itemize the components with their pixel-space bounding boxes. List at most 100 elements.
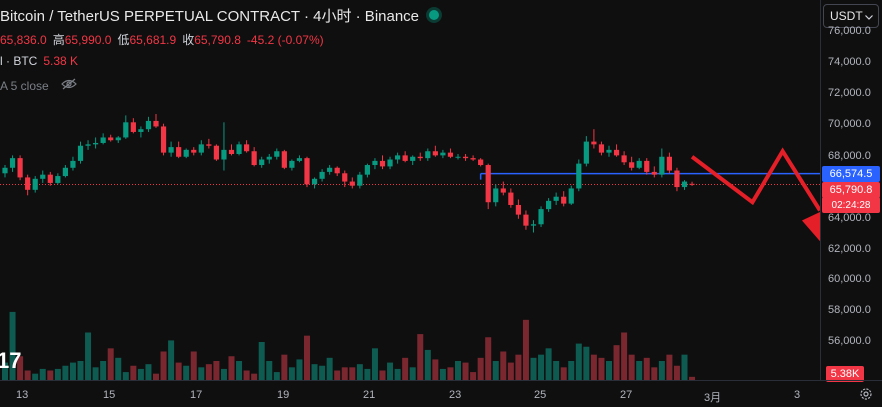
candle-body [689,183,695,185]
candle-body [485,165,491,203]
candle-body [17,158,23,178]
volume-bar [356,364,363,380]
candle-body [379,160,386,167]
volume-bar [470,372,477,380]
candle-body [342,173,348,182]
trend-arrow-head [801,212,820,242]
candle-body [470,158,476,160]
volume-bar [24,370,31,380]
volume-bar [651,367,658,380]
countdown-tag: 02:24:28 [822,197,880,213]
volume-bar [613,345,620,380]
volume-value: 5.38 K [43,54,79,68]
candle-body [462,156,469,159]
candle-body [25,177,31,190]
candle-body [681,181,688,188]
candle-body [304,158,310,185]
candle-body [606,149,612,153]
candle-body [447,152,454,157]
volume-bar [590,354,597,380]
candle-body [274,151,280,157]
candle-body [9,158,16,168]
candle-body [70,160,76,168]
price-label-76000: 76,000.0 [828,25,871,37]
candle-body [62,167,68,177]
volume-bar [583,346,590,380]
volume-bar [628,354,635,380]
volume-bar [387,362,394,380]
volume-bar [266,361,273,380]
candle-body [93,142,99,145]
time-label-19: 19 [277,389,290,401]
volume-bar [515,354,522,380]
volume-bar [137,368,144,380]
candle-body [425,151,431,159]
ohlc-legend: 65,836.0 高65,990.0 低65,681.9 收65,790.8 -45.2… [0,31,330,48]
ma-label: A 5 close [0,78,49,93]
volume-bar [228,356,235,380]
volume-bar [47,370,54,380]
candle-body [138,129,144,132]
volume-bar [2,362,8,380]
candle-body [553,196,559,201]
volume-bar [500,351,507,380]
symbol-title[interactable]: Bitcoin / TetherUS PERPETUAL CONTRACT · … [0,7,420,25]
volume-bar [213,361,220,380]
volume-bar [319,365,326,380]
volume-bar [17,356,24,380]
candle-body [2,167,8,174]
volume-bar [424,349,431,380]
volume-bar [153,373,159,380]
trend-arrow-line[interactable] [690,147,820,212]
volume-bar [273,372,280,380]
price-label-60000: 60,000.0 [828,273,871,285]
price-label-64000: 64,000.0 [828,212,871,224]
time-label-3: 3 [794,389,801,401]
volume-legend[interactable]: l · BTC 5.38 K [0,54,78,68]
time-label-25: 25 [534,389,547,401]
volume-bar [507,362,514,380]
time-label-27: 27 [620,389,633,401]
ma-legend[interactable]: A 5 close [0,78,77,93]
price-label-62000: 62,000.0 [828,243,871,255]
volume-bar [643,357,650,380]
volume-bar [243,370,250,380]
volume-bar [545,348,552,380]
price-axis[interactable] [820,0,882,380]
volume-bar [39,368,46,380]
volume-bar [311,364,318,380]
candle-body [659,156,665,175]
time-axis[interactable] [0,380,882,407]
candle-body [629,162,635,168]
volume-bar [183,365,190,380]
volume-bar [107,348,114,380]
settings-gear-icon[interactable] [859,387,873,406]
watermark-text: 17 [0,348,21,373]
time-label-23: 23 [449,389,462,401]
candle-body [100,137,106,143]
currency-button[interactable]: USDT [823,4,879,28]
low-value: 65,681.9 [129,33,177,47]
volume-bar [568,361,575,380]
candle-body [281,151,287,168]
volume-bar [115,357,122,380]
candle-body [410,156,416,161]
candle-body [395,155,401,160]
candle-body [221,149,227,160]
chart-area[interactable]: 17 [0,0,820,380]
candle-body [145,120,152,130]
hidden-eye-icon[interactable] [60,78,77,93]
candle-body [311,178,318,185]
candle-body [493,188,499,203]
time-label-17: 17 [190,389,203,401]
candle-body [319,171,325,179]
candle-body [251,151,257,166]
time-label-21: 21 [363,389,376,401]
volume-bar [560,367,567,380]
candle-body [561,196,567,204]
close-value: 65,790.8 [194,33,241,47]
candle-body [266,156,272,160]
volume-tag: 5.38K [826,366,864,382]
volume-bar [455,361,461,380]
candle-body [591,141,597,145]
